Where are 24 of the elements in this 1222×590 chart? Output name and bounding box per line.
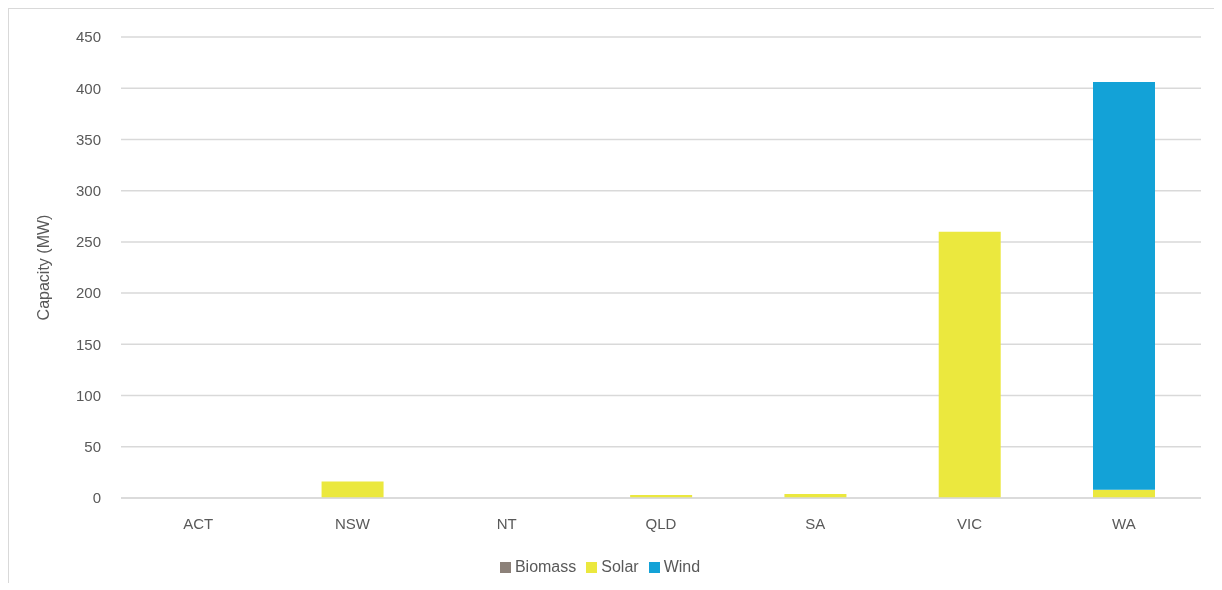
x-tick-label: WA bbox=[1112, 514, 1136, 532]
x-tick-label: NT bbox=[496, 514, 517, 532]
x-tick-label: SA bbox=[805, 514, 826, 532]
legend-label: Solar bbox=[601, 558, 639, 575]
y-tick-label: 150 bbox=[75, 335, 101, 353]
y-tick-label: 300 bbox=[75, 181, 101, 199]
y-tick-label: 200 bbox=[75, 284, 101, 302]
x-tick-label: ACT bbox=[183, 514, 214, 532]
x-tick-label: NSW bbox=[334, 514, 371, 532]
y-axis-title: Capacity (MW) bbox=[34, 214, 52, 321]
legend-label: Wind bbox=[663, 558, 701, 575]
y-tick-label: 350 bbox=[75, 130, 101, 148]
bar bbox=[321, 481, 384, 498]
bar bbox=[1093, 82, 1155, 490]
y-tick-label: 0 bbox=[92, 489, 101, 507]
x-tick-label: VIC bbox=[957, 514, 983, 532]
y-tick-label: 100 bbox=[75, 386, 101, 404]
y-tick-label: 450 bbox=[75, 28, 101, 46]
y-tick-label: 400 bbox=[75, 79, 101, 97]
y-tick-label: 250 bbox=[75, 233, 101, 251]
x-tick-label: QLD bbox=[645, 514, 677, 532]
legend-label: Biomass bbox=[514, 558, 577, 575]
bar bbox=[938, 231, 1001, 498]
y-tick-label: 50 bbox=[84, 438, 101, 456]
